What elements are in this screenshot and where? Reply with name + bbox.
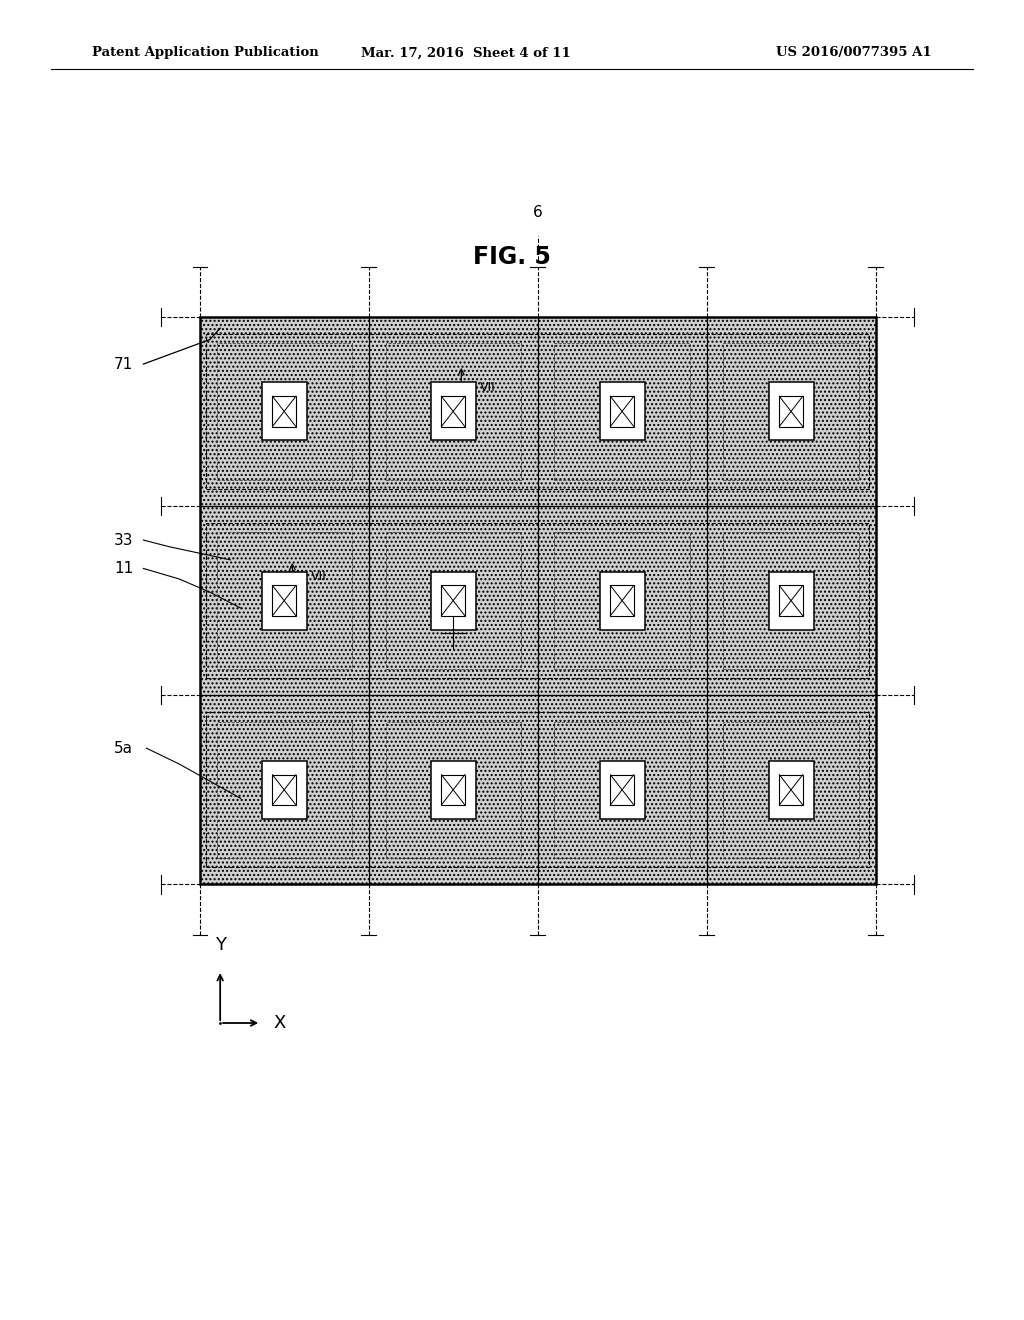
Bar — [441, 396, 465, 426]
Bar — [385, 532, 520, 669]
Bar — [555, 532, 690, 669]
Bar — [768, 383, 813, 441]
Bar — [441, 775, 465, 805]
Bar — [200, 317, 876, 884]
Bar — [262, 760, 307, 818]
Bar — [723, 343, 858, 479]
Bar — [262, 572, 307, 630]
Bar — [610, 586, 634, 615]
Bar — [610, 775, 634, 805]
Bar — [385, 343, 520, 479]
Bar — [723, 532, 858, 669]
Bar — [385, 722, 520, 858]
Bar — [779, 775, 803, 805]
Bar — [272, 586, 296, 615]
Text: US 2016/0077395 A1: US 2016/0077395 A1 — [776, 46, 932, 59]
Bar — [207, 713, 868, 867]
Bar — [441, 586, 465, 615]
Bar — [217, 343, 352, 479]
Text: 6: 6 — [532, 206, 543, 220]
Text: Patent Application Publication: Patent Application Publication — [92, 46, 318, 59]
Bar — [555, 343, 690, 479]
Bar — [262, 383, 307, 441]
Text: VII: VII — [480, 381, 496, 393]
Bar — [779, 586, 803, 615]
Text: Mar. 17, 2016  Sheet 4 of 11: Mar. 17, 2016 Sheet 4 of 11 — [361, 46, 570, 59]
Text: VII: VII — [311, 570, 327, 583]
Bar — [600, 383, 645, 441]
Text: 71: 71 — [114, 356, 133, 372]
Text: Y: Y — [215, 936, 225, 954]
Text: 33: 33 — [114, 532, 133, 548]
Bar — [555, 722, 690, 858]
Bar — [207, 334, 868, 488]
Bar — [600, 572, 645, 630]
Bar — [768, 572, 813, 630]
Bar — [272, 396, 296, 426]
Text: FIG. 5: FIG. 5 — [473, 246, 551, 269]
Bar — [217, 722, 352, 858]
Bar — [723, 722, 858, 858]
Bar — [610, 396, 634, 426]
Text: 5a: 5a — [114, 741, 133, 755]
Bar — [207, 523, 868, 678]
Bar — [779, 396, 803, 426]
Bar — [217, 532, 352, 669]
Bar — [430, 383, 475, 441]
Bar — [272, 775, 296, 805]
Text: 11: 11 — [114, 561, 133, 576]
Text: X: X — [273, 1014, 286, 1032]
Bar — [600, 760, 645, 818]
Bar — [430, 572, 475, 630]
Bar — [430, 760, 475, 818]
Bar — [768, 760, 813, 818]
